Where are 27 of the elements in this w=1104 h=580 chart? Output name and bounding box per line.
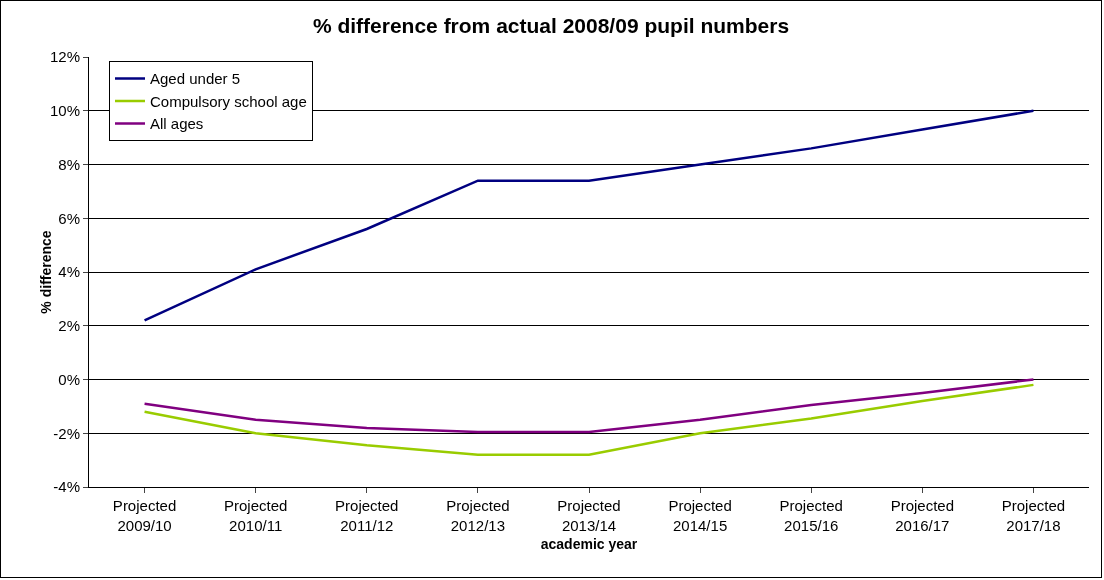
chart-title: % difference from actual 2008/09 pupil numbers	[312, 13, 790, 37]
y-tick-label: 12%	[49, 48, 80, 66]
x-tick-label: Projected 2011/12	[335, 497, 399, 534]
y-tick-label: 6%	[58, 209, 80, 227]
x-tick-label: Projected 2010/11	[223, 497, 288, 534]
y-tick-label: 8%	[58, 155, 80, 173]
y-tick-label: -2%	[53, 424, 80, 442]
y-tick-label: 4%	[58, 263, 80, 281]
x-tick-label: Projected 2012/13	[446, 497, 510, 534]
legend-label: All ages	[150, 115, 204, 133]
x-tick-label: Projected 2014/15	[668, 497, 732, 534]
y-tick-label: 2%	[58, 317, 80, 334]
line-series	[143, 378, 1035, 434]
legend-label: Aged under 5	[150, 70, 241, 88]
y-tick-label: 10%	[49, 102, 80, 119]
x-axis-title: academic year	[540, 535, 638, 552]
y-tick-label: 0%	[58, 370, 80, 388]
x-tick-label: Projected 2016/17	[890, 497, 955, 534]
line-series	[143, 109, 1035, 322]
x-tick-label: Projected 2015/16	[779, 497, 843, 534]
x-tick-label: Projected 2009/10	[112, 497, 177, 534]
x-tick-label: Projected 2013/14	[557, 497, 621, 534]
legend-label: Compulsory school age	[150, 92, 307, 110]
x-tick-label: Projected 2017/18	[1001, 497, 1066, 534]
y-axis-title: % difference	[38, 230, 54, 314]
y-tick-label: -4%	[53, 478, 80, 496]
line-series	[143, 383, 1035, 456]
